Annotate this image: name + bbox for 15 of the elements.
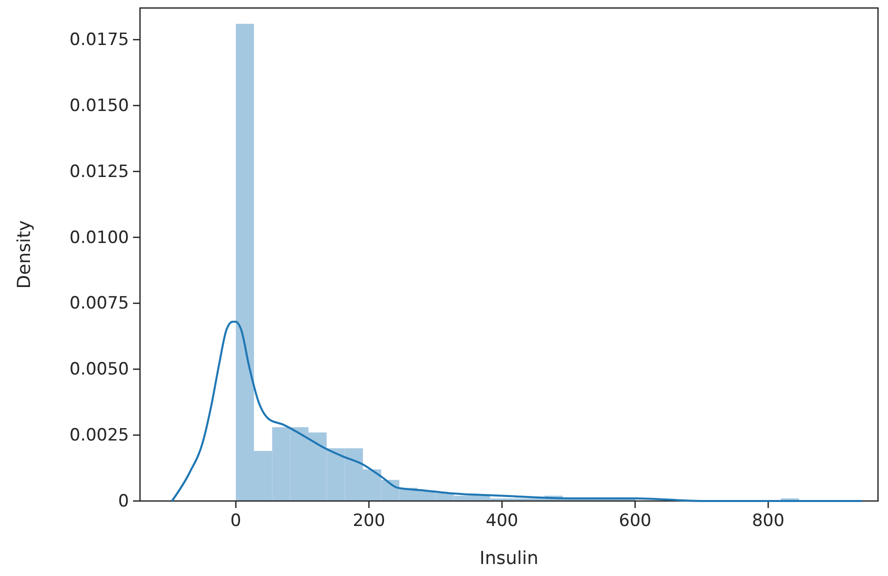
- y-tick-label: 0: [118, 491, 129, 512]
- y-tick-label: 0.0150: [70, 96, 129, 116]
- x-tick-label: 800: [752, 511, 784, 532]
- y-tick-label: 0.0125: [70, 162, 129, 182]
- y-tick-label: 0.0025: [70, 426, 129, 446]
- y-axis-title: Density: [14, 220, 35, 289]
- y-tick-label: 0.0075: [70, 294, 129, 314]
- x-tick-label: 400: [486, 511, 518, 532]
- x-tick-label: 200: [352, 511, 386, 532]
- x-tick-label: 600: [618, 511, 652, 532]
- x-tick-label: 0: [230, 511, 242, 532]
- x-axis-title: Insulin: [480, 548, 538, 569]
- y-tick-label: 0.0175: [70, 30, 129, 50]
- y-tick-label: 0.0100: [70, 228, 129, 248]
- y-tick-label: 0.0050: [70, 360, 129, 380]
